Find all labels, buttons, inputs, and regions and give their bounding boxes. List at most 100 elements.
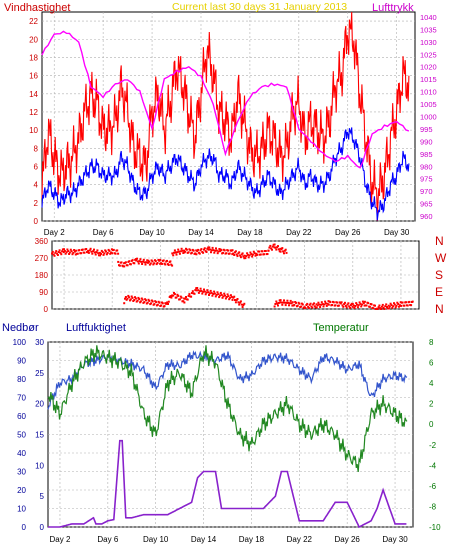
wind-direction-point	[241, 252, 244, 255]
wind-direction-point	[69, 248, 72, 251]
wind-direction-point	[51, 252, 53, 255]
wind-direction-point	[213, 290, 216, 293]
wind-direction-point	[139, 300, 142, 303]
wind-direction-point	[225, 296, 228, 298]
wind-direction-point	[318, 303, 321, 306]
wind-direction-point	[312, 303, 315, 306]
wind-direction-point	[281, 303, 284, 306]
wind-speed-tick-label: 12	[29, 108, 38, 117]
wind-direction-point	[344, 301, 346, 304]
wind-direction-point	[145, 261, 148, 264]
wind-direction-point	[201, 292, 204, 295]
wind-direction-point	[365, 304, 368, 307]
wind-direction-point	[64, 252, 67, 255]
wind-direction-point	[314, 306, 317, 309]
precipitation-tick-label: 25	[35, 369, 44, 378]
wind-direction-point	[274, 303, 277, 305]
wind-direction-tick-label: 0	[44, 305, 49, 314]
wind-direction-tick-label: 270	[35, 254, 49, 263]
wind-direction-point	[156, 303, 159, 306]
wind-direction-point	[393, 303, 396, 306]
wind-direction-point	[323, 303, 326, 306]
wind-direction-point	[387, 307, 390, 310]
wind-direction-point	[173, 249, 176, 252]
wind-direction-point	[177, 248, 180, 251]
wind-direction-point	[362, 302, 365, 305]
wind-direction-point	[178, 298, 181, 301]
wind-direction-point	[175, 253, 178, 256]
wind-direction-point	[54, 251, 57, 254]
wind-direction-point	[154, 260, 157, 263]
wind-direction-point	[389, 302, 392, 305]
wind-direction-point	[150, 302, 152, 305]
wind-direction-point	[339, 302, 342, 305]
wind-direction-point	[239, 301, 242, 304]
compass-label: W	[435, 251, 447, 265]
wind-speed-tick-label: 8	[34, 144, 39, 153]
wind-direction-point	[106, 251, 109, 254]
wind-direction-point	[215, 293, 218, 296]
wind-direction-point	[243, 257, 246, 260]
wind-direction-point	[270, 247, 273, 250]
wind-direction-point	[309, 302, 312, 305]
wind-direction-point	[147, 298, 150, 301]
wind-direction-point	[289, 299, 292, 302]
wind-direction-point	[408, 300, 411, 303]
x-tick-label: Day 26	[335, 228, 361, 237]
wind-direction-point	[195, 289, 198, 292]
wind-direction-point	[179, 250, 182, 253]
wind-direction-point	[352, 304, 355, 307]
wind-direction-point	[118, 264, 121, 267]
wind-direction-point	[197, 291, 200, 294]
wind-direction-point	[166, 259, 168, 262]
wind-direction-point	[380, 308, 383, 310]
wind-direction-point	[342, 305, 345, 308]
wind-direction-point	[206, 247, 209, 250]
x-tick-label: Day 26	[335, 535, 361, 544]
wind-direction-point	[227, 295, 230, 298]
wind-direction-point	[248, 254, 251, 257]
wind-direction-point	[390, 304, 393, 307]
wind-direction-point	[411, 300, 414, 303]
x-tick-label: Day 10	[143, 535, 169, 544]
wind-direction-point	[384, 305, 387, 308]
wind-direction-point	[136, 299, 139, 302]
wind-direction-point	[158, 259, 161, 262]
wind-direction-point	[273, 305, 276, 308]
wind-direction-point	[213, 251, 216, 254]
wind-direction-point	[253, 252, 256, 255]
wind-direction-point	[97, 252, 100, 255]
wind-direction-point	[138, 260, 141, 263]
wind-direction-point	[124, 261, 127, 264]
wind-direction-point	[155, 301, 158, 304]
wind-direction-point	[219, 250, 222, 253]
wind-speed-tick-label: 16	[29, 72, 38, 81]
wind-direction-point	[246, 252, 249, 255]
wind-direction-point	[286, 299, 289, 302]
wind-direction-point	[360, 305, 363, 308]
wind-direction-point	[233, 254, 236, 256]
wind-direction-point	[105, 250, 107, 253]
humidity-axis-label: Luftfuktighet	[66, 322, 126, 334]
wind-direction-point	[173, 293, 176, 296]
wind-direction-point	[96, 249, 99, 252]
wind-direction-point	[208, 292, 211, 295]
wind-direction-point	[167, 264, 170, 266]
wind-direction-point	[195, 253, 198, 256]
wind-direction-point	[126, 297, 129, 300]
wind-direction-point	[397, 303, 400, 305]
wind-direction-point	[236, 255, 239, 257]
wind-direction-point	[88, 249, 91, 252]
wind-direction-point	[283, 249, 286, 252]
wind-direction-point	[203, 290, 206, 293]
wind-direction-point	[181, 249, 184, 252]
wind-direction-point	[143, 261, 146, 264]
wind-direction-point	[152, 263, 155, 266]
wind-direction-point	[182, 300, 185, 303]
wind-direction-point	[198, 252, 201, 255]
wind-direction-point	[276, 246, 279, 249]
wind-direction-point	[283, 301, 286, 304]
wind-direction-point	[306, 302, 309, 305]
pressure-tick-label: 1020	[420, 63, 437, 72]
